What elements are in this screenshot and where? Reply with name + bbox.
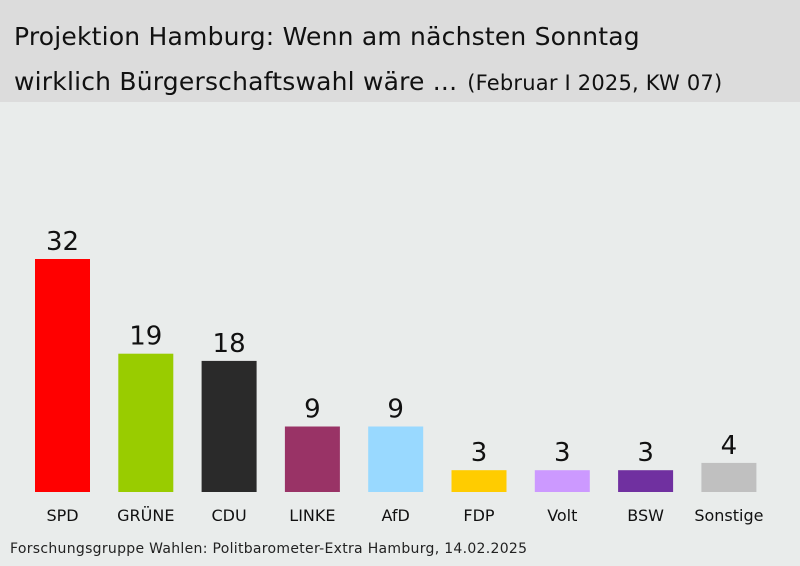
bar-linke [284,426,340,492]
title-banner: Projektion Hamburg: Wenn am nächsten Son… [0,0,800,102]
chart-subtitle: (Februar I 2025, KW 07) [467,71,723,95]
category-label-bsw: BSW [627,506,664,525]
category-label-linke: LINKE [289,506,335,525]
value-label-cdu: 18 [213,329,246,359]
bar-fdp [451,470,507,492]
value-label-gr-ne: 19 [129,322,162,352]
category-label-cdu: CDU [211,506,246,525]
chart-title-line-2-text: wirklich Bürgerschaftswahl wäre ... [14,67,458,96]
bar-cdu [201,360,257,492]
bar-afd [368,426,424,492]
value-label-fdp: 3 [471,438,488,468]
value-label-bsw: 3 [637,438,654,468]
bar-bsw [618,470,674,492]
value-label-volt: 3 [554,438,571,468]
bar-spd [35,259,90,492]
chart-title-line-2: wirklich Bürgerschaftswahl wäre ... (Febr… [14,67,722,96]
category-label-gr-ne: GRÜNE [117,506,174,525]
value-label-spd: 32 [46,227,79,257]
category-label-spd: SPD [46,506,78,525]
source-note: Forschungsgruppe Wahlen: Politbarometer-… [10,541,528,557]
bar-gr-ne [118,353,174,492]
category-label-afd: AfD [382,506,410,525]
bar-volt [534,470,590,492]
chart-title-line-1: Projektion Hamburg: Wenn am nächsten Son… [14,22,640,51]
bar-sonstige [701,462,757,492]
category-label-fdp: FDP [463,506,495,525]
category-label-sonstige: Sonstige [694,506,763,525]
value-label-linke: 9 [304,395,321,425]
value-label-sonstige: 4 [721,431,738,461]
value-label-afd: 9 [387,395,404,425]
category-label-volt: Volt [547,506,577,525]
